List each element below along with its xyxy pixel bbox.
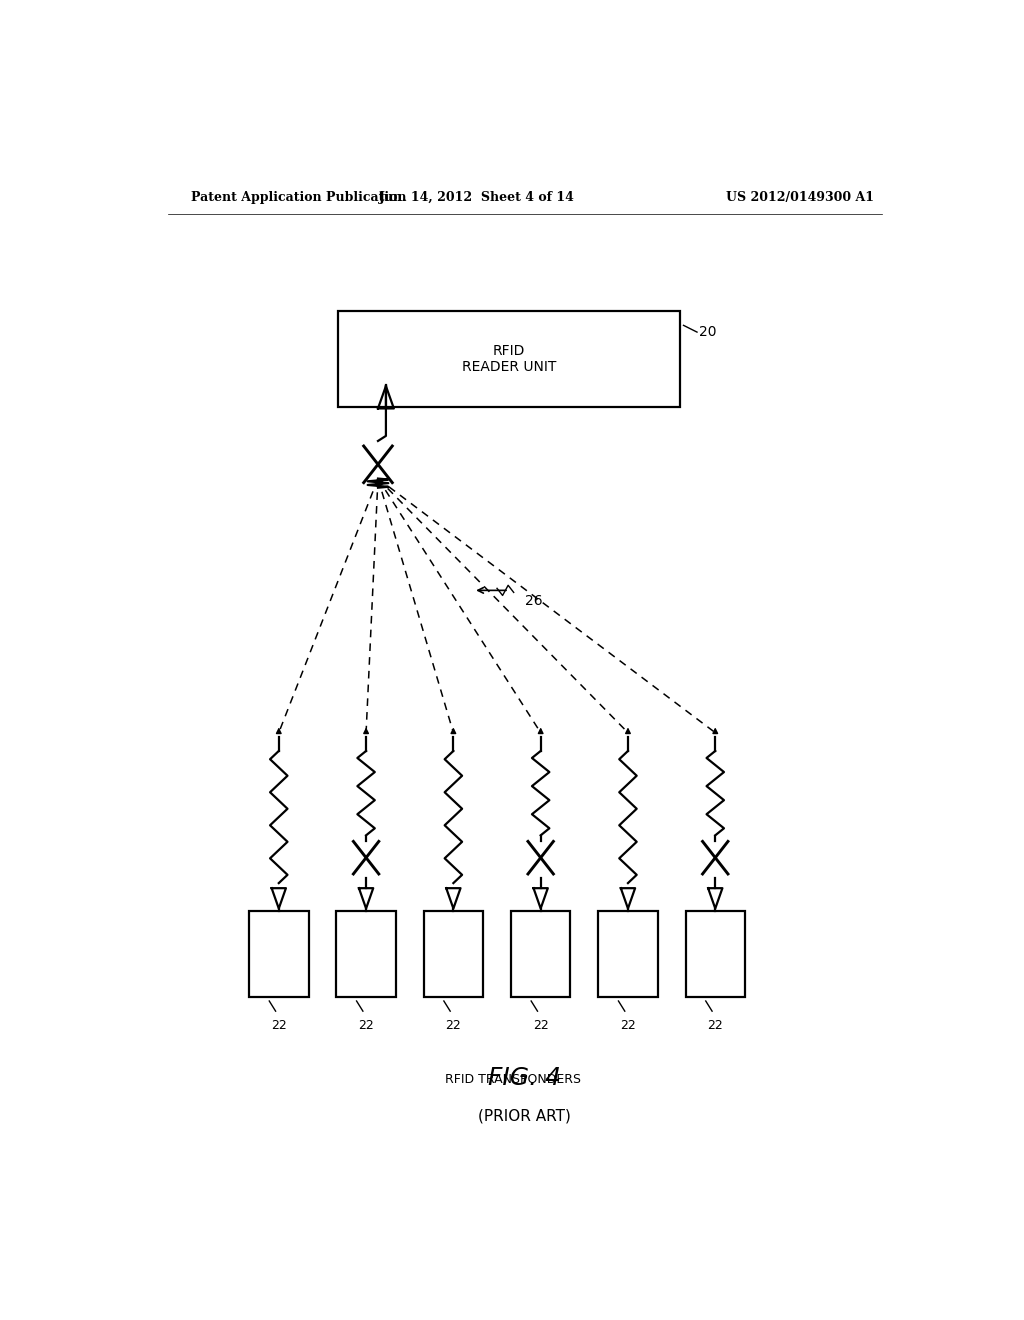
Bar [336, 911, 396, 997]
Text: (PRIOR ART): (PRIOR ART) [478, 1109, 571, 1123]
Bar [338, 312, 680, 408]
Text: FIG. 4: FIG. 4 [488, 1067, 561, 1090]
Text: 22: 22 [532, 1019, 549, 1032]
Text: US 2012/0149300 A1: US 2012/0149300 A1 [726, 190, 873, 203]
Bar [424, 911, 483, 997]
Bar [511, 911, 570, 997]
Text: 26: 26 [524, 594, 543, 607]
Text: 22: 22 [621, 1019, 636, 1032]
Text: 20: 20 [699, 325, 717, 339]
Text: 22: 22 [708, 1019, 723, 1032]
Text: Jun. 14, 2012  Sheet 4 of 14: Jun. 14, 2012 Sheet 4 of 14 [379, 190, 575, 203]
Bar [685, 911, 745, 997]
Bar [249, 911, 308, 997]
Text: 22: 22 [358, 1019, 374, 1032]
Text: Patent Application Publication: Patent Application Publication [191, 190, 407, 203]
Bar [598, 911, 657, 997]
Text: 22: 22 [271, 1019, 287, 1032]
Text: RFID
READER UNIT: RFID READER UNIT [462, 345, 556, 375]
Text: RFID TRANSPONDERS: RFID TRANSPONDERS [444, 1073, 581, 1086]
Text: 22: 22 [445, 1019, 461, 1032]
